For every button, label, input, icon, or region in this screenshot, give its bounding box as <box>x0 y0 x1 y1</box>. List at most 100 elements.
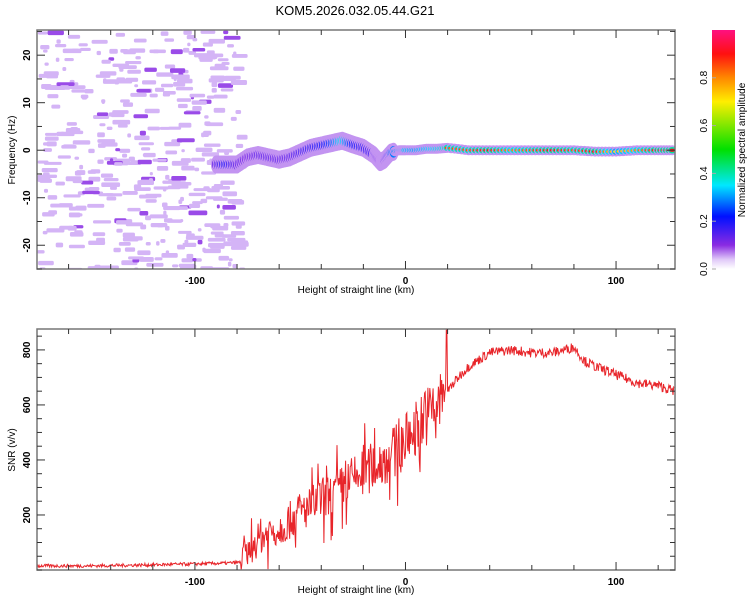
noise-patch <box>230 231 245 236</box>
noise-patch <box>71 89 86 93</box>
noise-patch <box>101 59 111 64</box>
colorbar-ticks: 0.0 0.2 0.4 0.6 0.8 <box>699 70 716 276</box>
noise-patch <box>37 160 49 164</box>
noise-patch <box>157 224 164 228</box>
noise-patch <box>106 196 117 201</box>
noise-patch <box>188 192 206 197</box>
noise-patch <box>144 108 160 114</box>
noise-patch <box>68 244 85 249</box>
noise-patch <box>39 178 52 183</box>
noise-patch <box>44 85 56 90</box>
noise-patch <box>115 32 126 37</box>
noise-patch <box>67 225 77 231</box>
noise-patch <box>58 203 73 208</box>
noise-patch <box>108 112 115 117</box>
noise-patch <box>188 210 208 216</box>
noise-patch <box>109 48 118 54</box>
noise-patch <box>122 191 138 195</box>
noise-patch <box>203 186 210 190</box>
noise-patch <box>170 49 183 55</box>
noise-patch <box>98 193 114 197</box>
noise-patch <box>122 232 135 238</box>
noise-patch <box>177 103 188 109</box>
noise-patch <box>47 94 59 99</box>
noise-patch <box>208 38 225 44</box>
noise-patch <box>220 88 234 92</box>
noise-patch <box>152 49 160 54</box>
noise-patch <box>88 148 95 154</box>
colorbar: 0.0 0.2 0.4 0.6 0.8 Normalized spectral ampl… <box>699 30 748 276</box>
noise-patch <box>130 160 138 165</box>
noise-patch <box>69 85 86 90</box>
noise-patch <box>101 99 105 105</box>
noise-patch <box>134 187 151 191</box>
noise-patch <box>133 114 149 119</box>
noise-patch <box>187 42 191 47</box>
noise-patch <box>230 245 247 250</box>
noise-patch <box>164 141 181 147</box>
noise-patch <box>122 102 134 107</box>
colorbar-tick-label: 0.4 <box>699 166 710 180</box>
noise-patch <box>97 132 105 138</box>
noise-patch <box>127 207 141 212</box>
noise-patch <box>55 181 65 186</box>
noise-patch <box>207 237 226 242</box>
noise-patch <box>162 93 171 97</box>
noise-patch <box>116 79 133 84</box>
noise-patch <box>78 43 88 47</box>
noise-patch <box>186 233 195 238</box>
noise-patch <box>219 209 226 215</box>
noise-patch <box>76 170 86 175</box>
noise-patch <box>202 247 206 253</box>
noise-patch <box>139 257 154 262</box>
noise-patch <box>201 152 220 157</box>
noise-patch <box>177 78 193 84</box>
noise-patch <box>141 147 151 151</box>
noise-patch <box>56 82 75 86</box>
noise-patch <box>41 168 58 173</box>
snr-x-tick-label: 0 <box>403 577 409 588</box>
noise-patch <box>182 47 190 53</box>
noise-patch <box>47 30 64 36</box>
noise-patch <box>195 147 213 153</box>
noise-patch <box>231 221 246 226</box>
noise-patch <box>220 180 235 185</box>
noise-patch <box>161 252 178 258</box>
noise-patch <box>199 57 213 62</box>
snr-y-tick-label: 400 <box>22 451 33 468</box>
noise-patch <box>177 245 186 250</box>
noise-patch <box>191 157 205 162</box>
colorbar-tick-label: 0.2 <box>699 214 710 228</box>
noise-patch <box>88 176 101 182</box>
noise-patch <box>82 190 100 195</box>
noise-patch <box>78 213 83 217</box>
noise-patch <box>123 49 136 55</box>
noise-patch <box>169 68 186 73</box>
noise-patch <box>222 204 236 210</box>
noise-patch <box>193 53 213 58</box>
noise-patch <box>136 88 151 93</box>
noise-patch <box>92 232 106 237</box>
noise-patch <box>183 30 192 35</box>
noise-patch <box>205 196 223 200</box>
noise-patch <box>51 104 61 109</box>
noise-patch <box>207 188 220 193</box>
noise-patch <box>203 130 212 136</box>
spectrogram-y-tick-label: -20 <box>22 238 33 253</box>
noise-patch <box>224 75 241 80</box>
noise-patch <box>56 39 61 44</box>
noise-patch <box>149 93 158 98</box>
noise-patch <box>227 198 243 204</box>
noise-patch <box>140 179 151 183</box>
noise-patch <box>211 82 218 88</box>
noise-patch <box>113 247 121 253</box>
noise-patch <box>137 159 152 165</box>
colorbar-tick-label: 0.8 <box>699 70 710 84</box>
noise-patch <box>168 126 182 130</box>
noise-patch <box>210 231 224 235</box>
noise-patch <box>67 34 81 39</box>
noise-patch <box>43 49 48 53</box>
snr-x-axis-label: Height of straight line (km) <box>298 585 415 596</box>
noise-patch <box>103 178 119 182</box>
noise-patch <box>171 176 187 181</box>
